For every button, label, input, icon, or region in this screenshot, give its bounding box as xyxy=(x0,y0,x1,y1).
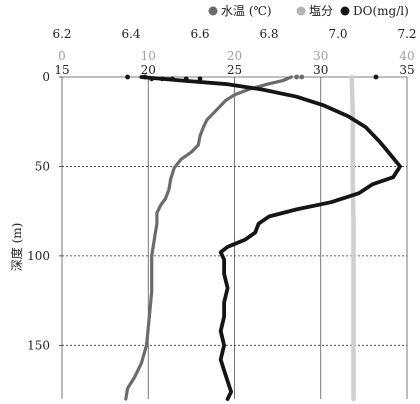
x-tick-label: 20 xyxy=(227,49,242,63)
x-tick-label: 7.0 xyxy=(328,27,347,41)
legend-label-sal: 塩分 xyxy=(309,3,333,18)
series-point-do xyxy=(142,74,148,80)
x-tick-label: 35 xyxy=(399,63,414,77)
series-point-do xyxy=(159,76,165,82)
x-tick-label: 6.6 xyxy=(190,27,209,41)
x-tick-label: 6.4 xyxy=(121,27,140,41)
grid xyxy=(61,76,408,399)
series-point-temp xyxy=(294,74,299,80)
y-tick-label: 50 xyxy=(35,159,50,173)
x-tick-label: 7.2 xyxy=(397,27,416,41)
series-point-do xyxy=(170,76,175,82)
series-point-do xyxy=(197,76,203,82)
legend-label-temp: 水温 (℃) xyxy=(221,4,272,18)
y-tick-label: 100 xyxy=(27,249,50,263)
x-tick-label: 6.8 xyxy=(259,27,278,41)
legend: 水温 (℃) 塩分 DO(mg/l) xyxy=(208,3,409,18)
series-layer xyxy=(124,74,403,402)
series-point-do xyxy=(373,74,379,80)
y-axis-label: 深度 (m) xyxy=(9,223,24,272)
legend-marker-temp xyxy=(208,6,218,16)
x-tick-label: 40 xyxy=(399,49,414,63)
series-point-do xyxy=(149,76,155,82)
x-tick-label: 0 xyxy=(58,49,66,63)
x-tick-label: 25 xyxy=(227,63,242,77)
legend-marker-do xyxy=(340,6,350,16)
legend-marker-sal xyxy=(296,6,306,16)
series-line-do xyxy=(139,75,403,401)
x-tick-label: 30 xyxy=(313,49,328,63)
x-tick-label: 6.2 xyxy=(52,27,71,41)
y-tick-label: 150 xyxy=(27,338,50,352)
legend-label-do: DO(mg/l) xyxy=(353,4,409,18)
series-line-sal xyxy=(349,74,356,402)
series-line-temp xyxy=(124,75,293,401)
y-tick-label: 0 xyxy=(42,70,50,84)
x-tick-label: 30 xyxy=(313,63,328,77)
series-point-do xyxy=(183,76,189,82)
x-tick-label: 15 xyxy=(54,63,69,77)
series-point-temp xyxy=(299,74,305,80)
x-tick-label: 10 xyxy=(141,49,156,63)
y-axis-title: 深度 (m) xyxy=(9,223,24,272)
x-tick-label: 20 xyxy=(141,63,156,77)
series-point-do xyxy=(125,74,130,80)
